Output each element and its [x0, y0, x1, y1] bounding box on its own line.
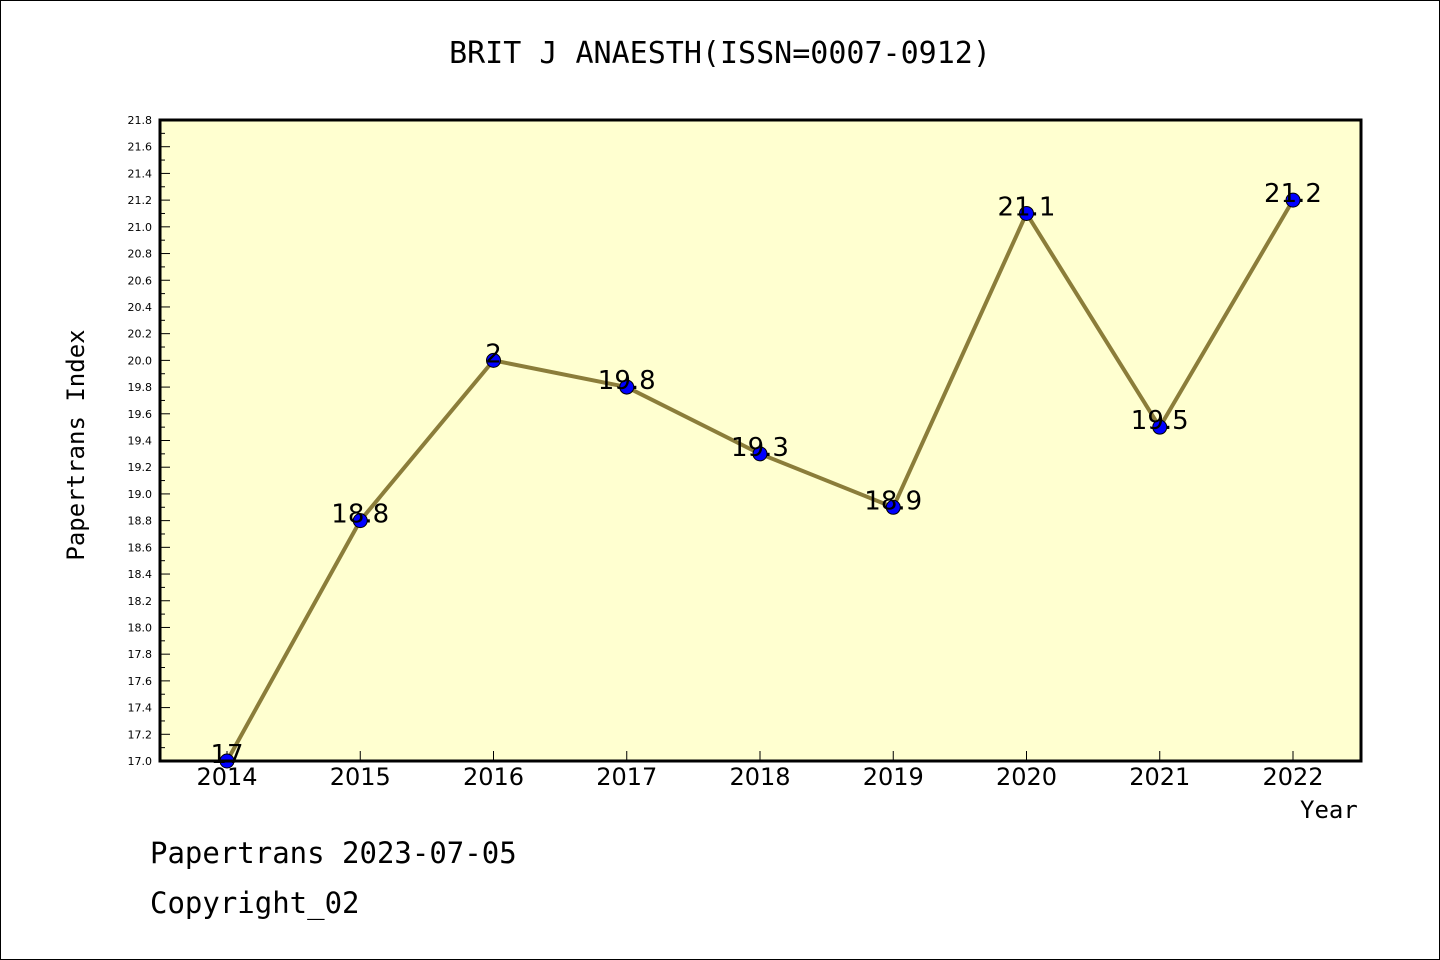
footer-date: Papertrans 2023-07-05	[150, 836, 517, 870]
data-label: 21.1	[998, 192, 1056, 222]
data-point	[1285, 192, 1301, 208]
y-tick-label: 18.0	[128, 621, 153, 634]
y-tick-label: 19.4	[128, 435, 153, 448]
data-label: 17	[210, 740, 243, 770]
y-tick-label: 20.8	[128, 248, 153, 261]
y-tick-label: 21.2	[128, 194, 153, 207]
data-label: 18.8	[331, 500, 389, 530]
data-point	[885, 499, 901, 515]
data-point	[1019, 205, 1034, 221]
data-point	[352, 513, 368, 529]
y-tick-label: 17.4	[128, 702, 153, 715]
data-label: 19.5	[1131, 406, 1189, 436]
y-tick-label: 21.6	[128, 141, 153, 154]
y-tick-label: 21.8	[128, 114, 153, 127]
y-tick-label: 20.6	[128, 274, 153, 287]
data-label: 21.2	[1264, 179, 1322, 209]
x-tick-label: 2015	[330, 763, 391, 791]
y-tick-label: 17.8	[128, 648, 153, 661]
data-point	[486, 352, 501, 368]
plot-border	[158, 118, 1363, 763]
plot-background	[160, 120, 1361, 761]
data-point	[619, 379, 635, 395]
y-tick-label: 19.6	[128, 408, 153, 421]
x-tick-label: 2021	[1129, 763, 1190, 791]
y-tick-label: 17.2	[128, 728, 153, 741]
data-label: 19.3	[731, 433, 789, 463]
y-tick-label: 20.0	[128, 354, 153, 367]
y-tick-label: 19.0	[128, 488, 153, 501]
x-tick-label: 2016	[463, 763, 524, 791]
data-label: 18.9	[864, 486, 922, 516]
x-axis-label: Year	[1300, 796, 1358, 824]
y-tick-label: 17.0	[128, 755, 153, 768]
x-tick-label: 2022	[1262, 763, 1323, 791]
data-point	[752, 446, 768, 462]
y-tick-label: 20.4	[128, 301, 153, 314]
x-tick-label: 2019	[863, 763, 924, 791]
data-label: 19.8	[598, 366, 656, 396]
y-tick-label: 18.6	[128, 541, 153, 554]
x-tick-label: 2018	[729, 763, 790, 791]
x-tick-label: 2017	[596, 763, 657, 791]
y-tick-label: 21.4	[128, 167, 153, 180]
chart-title: BRIT J ANAESTH(ISSN=0007-0912)	[449, 36, 991, 71]
data-point	[1152, 419, 1168, 435]
x-tick-label: 2020	[996, 763, 1057, 791]
y-tick-label: 18.8	[128, 515, 153, 528]
footer-copyright: Copyright_02	[150, 886, 360, 920]
y-tick-label: 20.2	[128, 328, 153, 341]
y-tick-label: 18.4	[128, 568, 153, 581]
y-tick-label: 17.6	[128, 675, 153, 688]
y-tick-label: 21.0	[128, 221, 153, 234]
data-label: 2	[485, 339, 502, 369]
y-tick-label: 19.8	[128, 381, 153, 394]
y-tick-label: 18.2	[128, 595, 153, 608]
y-tick-label: 19.2	[128, 461, 153, 474]
